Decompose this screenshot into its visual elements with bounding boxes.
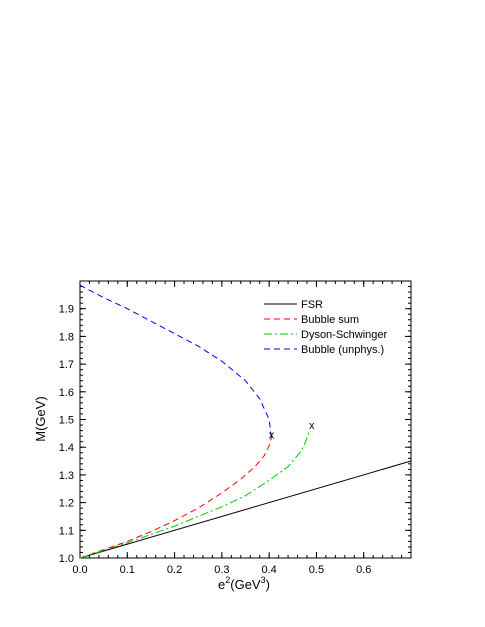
series-lines [79, 284, 412, 559]
end-marker-1: x [309, 420, 315, 432]
x-tick-label: 0.5 [309, 564, 324, 576]
series-line-3 [79, 284, 272, 438]
y-tick-label: 1.4 [59, 442, 74, 454]
y-tick-label: 1.0 [59, 553, 74, 565]
y-tick-label: 1.7 [59, 359, 74, 371]
x-axis-title: e2(GeV3) [218, 575, 270, 592]
x-tick-label: 0.3 [214, 564, 229, 576]
legend-label-0: FSR [301, 299, 323, 311]
plot-frame [79, 280, 412, 559]
legend: FSR Bubble sum Dyson-Schwinger Bubble (unph… [264, 299, 388, 356]
series-line-1 [79, 437, 272, 559]
y-tick-label: 1.1 [59, 525, 74, 537]
y-tick-label: 1.5 [59, 415, 74, 427]
x-axis-title-close: ) [266, 577, 270, 592]
series-line-2 [79, 431, 310, 559]
ticks: 0.0 0.1 0.2 0.3 0.4 0.5 0.6 1.0 1.1 1.2 1.3 1.4 1.5 1… [59, 280, 412, 576]
x-tick-label: 0.1 [120, 564, 135, 576]
x-axis-title-base: e [218, 577, 225, 592]
y-tick-label: 1.9 [59, 304, 74, 316]
x-tick-label: 0.0 [72, 564, 87, 576]
y-tick-label: 1.6 [59, 387, 74, 399]
legend-label-3: Bubble (unphys.) [301, 344, 384, 356]
legend-label-1: Bubble sum [301, 314, 359, 326]
x-tick-label: 0.6 [356, 564, 371, 576]
end-marker-0: x [269, 430, 275, 442]
series-line-0 [79, 460, 412, 559]
x-axis-title-sup: 2 [225, 575, 230, 585]
x-axis-title-unit: (GeV [230, 577, 261, 592]
markers: xx [269, 420, 315, 442]
x-tick-label: 0.2 [167, 564, 182, 576]
y-tick-label: 1.2 [59, 498, 74, 510]
y-tick-label: 1.8 [59, 331, 74, 343]
legend-label-2: Dyson-Schwinger [301, 329, 388, 341]
x-tick-label: 0.4 [261, 564, 276, 576]
y-tick-label: 1.3 [59, 470, 74, 482]
x-axis-title-unit-sup: 3 [261, 575, 266, 585]
y-axis-title: M(GeV) [33, 396, 48, 442]
